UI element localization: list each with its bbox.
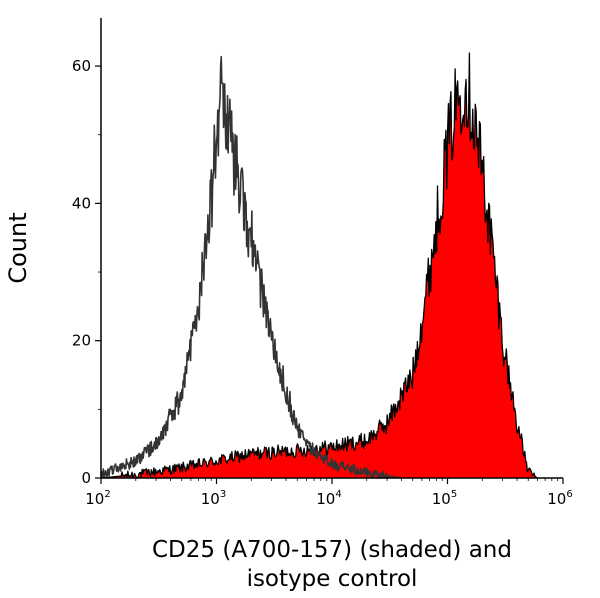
- x-ticks: 102 103 104 105 106: [85, 478, 573, 508]
- shaded-histogram-fill: [101, 53, 538, 478]
- y-axis-label: Count: [4, 212, 32, 283]
- x-tick-label: 105: [432, 489, 457, 508]
- x-tick-label: 102: [85, 489, 110, 508]
- x-tick-label: 106: [547, 489, 572, 508]
- x-tick-label: 103: [201, 489, 226, 508]
- y-tick-label: 40: [72, 194, 91, 212]
- x-tick-label: 104: [316, 489, 341, 508]
- y-ticks: 0 20 40 60: [72, 57, 101, 487]
- x-axis-label-line-1: CD25 (A700-157) (shaded) and: [152, 537, 512, 563]
- x-axis-label-line-2: isotype control: [247, 566, 418, 592]
- y-tick-label: 60: [72, 57, 91, 75]
- y-tick-label: 20: [72, 332, 91, 350]
- plot-area: [100, 52, 538, 479]
- y-tick-label: 0: [81, 469, 91, 487]
- isotype-control-outline: [100, 55, 402, 479]
